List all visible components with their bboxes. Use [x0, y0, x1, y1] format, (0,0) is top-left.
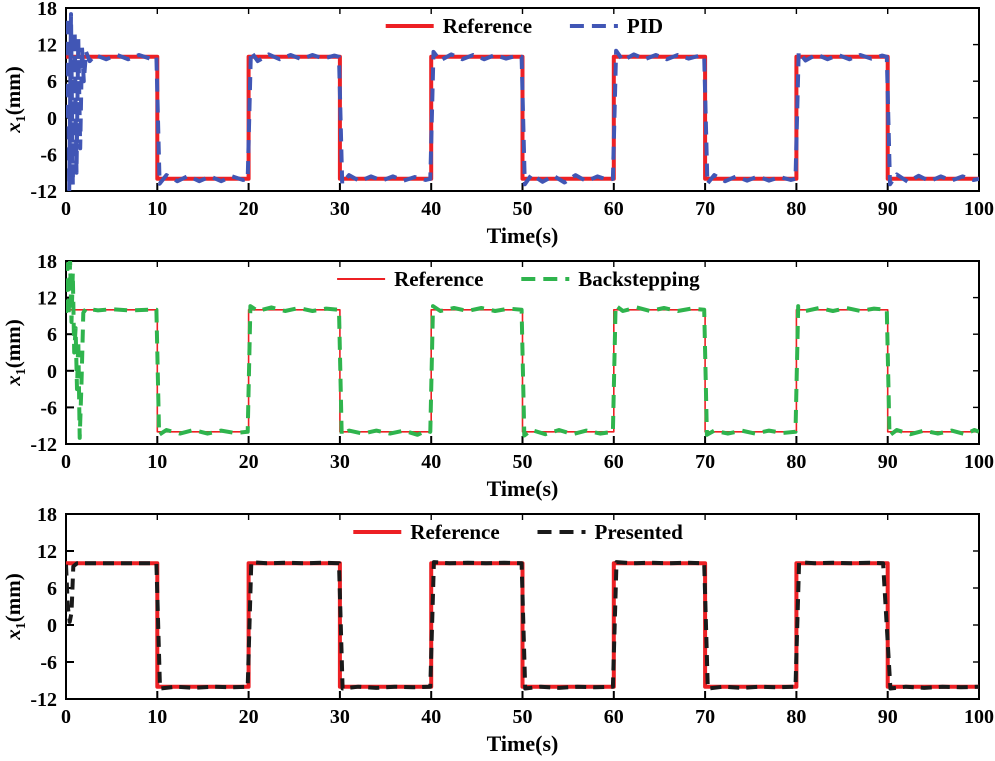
x-tick-label: 100 [964, 198, 994, 220]
y-tick-label: -12 [30, 181, 57, 203]
chart-canvas: 0 10 20 30 40 50 60 70 80 90 100 -12 -6 0 6 12 18 Time(s)… [1, 506, 994, 756]
y-tick-label: 0 [47, 615, 57, 637]
x-tick-label: 40 [421, 198, 441, 220]
y-tick-label: 0 [47, 361, 57, 383]
x-tick-label: 60 [604, 451, 624, 473]
x-tick-label: 30 [330, 451, 350, 473]
x-tick-label: 40 [421, 706, 441, 728]
y-tick-label: 0 [47, 108, 57, 130]
y-tick-label: 18 [37, 253, 57, 273]
series-reference [66, 561, 979, 689]
x-tick-label: 60 [604, 198, 624, 220]
y-tick-label: -6 [40, 144, 57, 166]
series-pid [66, 12, 979, 191]
y-axis-label: x1(mm) [1, 319, 29, 386]
series-presented [66, 560, 979, 691]
x-tick-label: 40 [421, 451, 441, 473]
x-tick-label: 50 [513, 706, 533, 728]
x-tick-label: 20 [239, 451, 259, 473]
x-tick-label: 0 [61, 706, 71, 728]
y-tick-label: 6 [47, 324, 57, 346]
x-axis-label: Time(s) [487, 476, 559, 501]
subplot-presented: 0 10 20 30 40 50 60 70 80 90 100 -12 -6 0 6 12 18 Time(s)… [0, 506, 995, 761]
legend-label-pid: PID [627, 14, 663, 38]
x-tick-label: 100 [964, 706, 994, 728]
legend-label-backstepping: Backstepping [578, 267, 700, 291]
x-tick-label: 80 [786, 451, 806, 473]
y-tick-label: 6 [47, 71, 57, 93]
x-tick-label: 90 [878, 451, 898, 473]
x-tick-label: 0 [61, 198, 71, 220]
legend-label-reference: Reference [410, 520, 499, 544]
x-tick-label: 90 [878, 198, 898, 220]
y-tick-label: -12 [30, 434, 57, 456]
y-tick-label: 6 [47, 578, 57, 600]
x-axis-label: Time(s) [487, 223, 559, 248]
x-tick-label: 100 [964, 451, 994, 473]
y-tick-label: 18 [37, 0, 57, 20]
legend-label-reference: Reference [443, 14, 532, 38]
x-tick-label: 30 [330, 198, 350, 220]
y-tick-label: -6 [40, 397, 57, 419]
x-tick-label: 20 [239, 198, 259, 220]
y-tick-label: 12 [37, 541, 57, 563]
series-backstepping [66, 261, 979, 440]
x-tick-label: 80 [786, 706, 806, 728]
y-axis-label: x1(mm) [1, 573, 29, 640]
y-tick-label: -12 [30, 689, 57, 711]
x-axis-label: Time(s) [487, 731, 559, 756]
y-axis-label: x1(mm) [1, 66, 29, 133]
x-tick-label: 70 [695, 706, 715, 728]
x-tick-label: 30 [330, 706, 350, 728]
x-tick-label: 70 [695, 451, 715, 473]
y-tick-label: 12 [37, 288, 57, 310]
x-tick-label: 10 [147, 706, 167, 728]
x-tick-label: 20 [239, 706, 259, 728]
x-tick-label: 80 [786, 198, 806, 220]
y-tick-label: 12 [37, 35, 57, 57]
chart-canvas: 0 10 20 30 40 50 60 70 80 90 100 -12 -6 0 6 12 18 Time(s)… [1, 0, 994, 248]
x-tick-label: 10 [147, 451, 167, 473]
x-tick-label: 60 [604, 706, 624, 728]
x-tick-label: 70 [695, 198, 715, 220]
subplot-backstepping: 0 10 20 30 40 50 60 70 80 90 100 -12 -6 0 6 12 18 Time(s)… [0, 253, 995, 506]
x-tick-label: 0 [61, 451, 71, 473]
subplot-pid: 0 10 20 30 40 50 60 70 80 90 100 -12 -6 0 6 12 18 Time(s)… [0, 0, 995, 253]
legend-label-reference: Reference [394, 267, 483, 291]
chart-canvas: 0 10 20 30 40 50 60 70 80 90 100 -12 -6 0 6 12 18 Time(s)… [1, 253, 994, 501]
series-reference [66, 54, 979, 181]
y-tick-label: -6 [40, 652, 57, 674]
x-tick-label: 90 [878, 706, 898, 728]
x-tick-label: 50 [513, 198, 533, 220]
legend-label-presented: Presented [595, 520, 684, 544]
y-tick-label: 18 [37, 506, 57, 526]
x-tick-label: 50 [513, 451, 533, 473]
x-tick-label: 10 [147, 198, 167, 220]
